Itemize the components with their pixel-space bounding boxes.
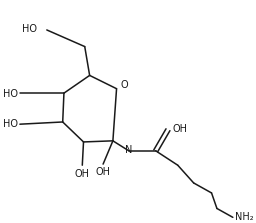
Text: OH: OH <box>75 169 90 179</box>
Text: HO: HO <box>3 89 18 99</box>
Text: O: O <box>121 80 129 90</box>
Text: HO: HO <box>22 24 37 34</box>
Text: NH₂: NH₂ <box>235 212 254 222</box>
Text: OH: OH <box>173 124 188 134</box>
Text: HO: HO <box>3 119 18 129</box>
Text: N: N <box>125 145 133 155</box>
Text: OH: OH <box>95 167 111 177</box>
